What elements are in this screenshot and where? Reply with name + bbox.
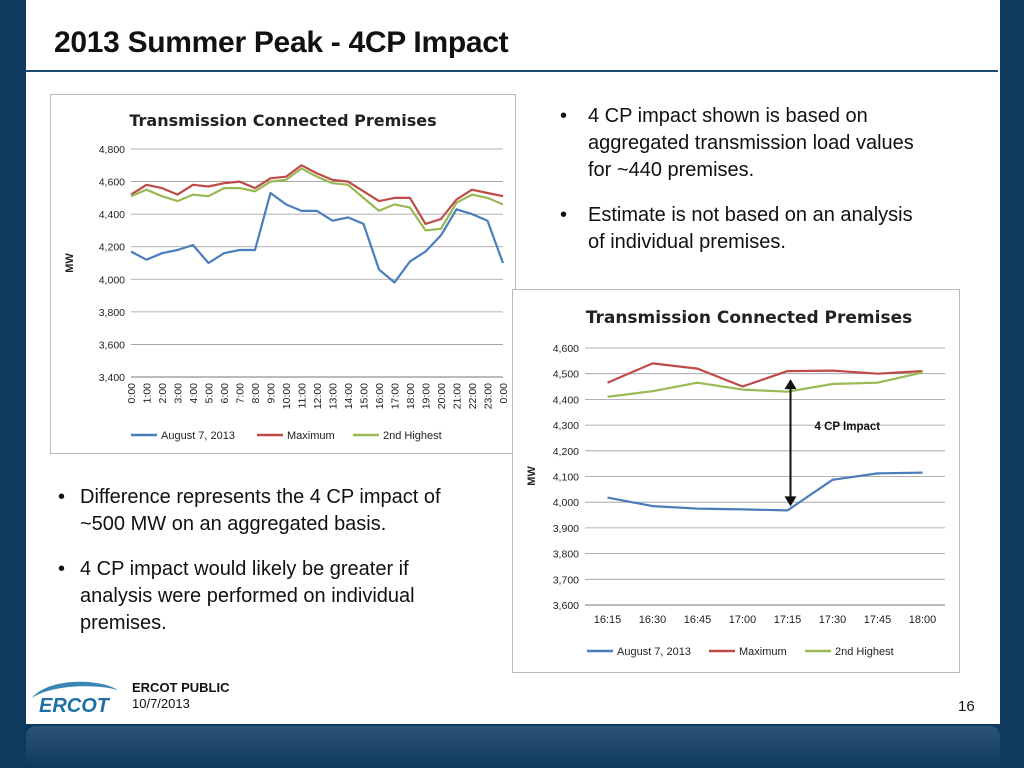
y-tick-label: 4,600 xyxy=(553,343,579,355)
right-bullet-list: • 4 CP impact shown is based on aggregat… xyxy=(560,103,920,274)
arrow-up-icon xyxy=(784,379,797,390)
slide-title: 2013 Summer Peak - 4CP Impact xyxy=(54,26,509,59)
x-tick-label: 1:00 xyxy=(142,383,154,404)
x-tick-label: 17:30 xyxy=(819,614,847,626)
x-tick-label: 17:00 xyxy=(390,383,402,409)
x-tick-label: 16:45 xyxy=(684,614,712,626)
x-tick-label: 18:00 xyxy=(405,383,417,409)
legend-label: August 7, 2013 xyxy=(617,646,691,658)
y-tick-label: 3,900 xyxy=(553,523,579,535)
bullet-text: Estimate is not based on an analysis of … xyxy=(588,204,913,253)
series-line-2 xyxy=(607,362,923,388)
bullet-item: • 4 CP impact shown is based on aggregat… xyxy=(560,103,920,184)
y-tick-label: 4,200 xyxy=(553,446,579,458)
x-tick-label: 12:00 xyxy=(312,383,324,409)
arrow-down-icon xyxy=(784,496,797,507)
bullet-dot-icon: • xyxy=(560,204,568,226)
legend-label: Maximum xyxy=(739,646,787,658)
legend-label: 2nd Highest xyxy=(383,430,442,442)
x-tick-label: 2:00 xyxy=(157,383,169,404)
logo-text: ERCOT xyxy=(39,695,111,716)
chart-peak-window: Transmission Connected Premises 3,600 3,70… xyxy=(512,289,960,673)
bullet-dot-icon: • xyxy=(58,558,66,580)
x-tick-label: 8:00 xyxy=(250,383,262,404)
bullet-text: 4 CP impact shown is based on aggregated… xyxy=(588,105,914,181)
y-axis-label: MW xyxy=(64,253,76,273)
legend-label: Maximum xyxy=(287,430,335,442)
x-tick-label: 16:00 xyxy=(374,383,386,409)
x-tick-label: 13:00 xyxy=(328,383,340,409)
y-tick-label: 4,300 xyxy=(553,420,579,432)
bullet-text: Difference represents the 4 CP impact of… xyxy=(80,486,441,535)
y-tick-label: 4,200 xyxy=(99,242,125,254)
x-tick-label: 16:15 xyxy=(594,614,622,626)
bullet-item: • 4 CP impact would likely be greater if… xyxy=(58,556,478,637)
chart-title: Transmission Connected Premises xyxy=(586,308,913,328)
x-tick-label: 18:00 xyxy=(909,614,937,626)
y-tick-label: 3,800 xyxy=(99,307,125,319)
y-axis-label: MW xyxy=(526,466,538,486)
y-tick-label: 3,700 xyxy=(553,574,579,586)
legend-label: August 7, 2013 xyxy=(161,430,235,442)
x-tick-label: 14:00 xyxy=(343,383,355,409)
x-tick-label: 23:00 xyxy=(483,383,495,409)
footer-label: ERCOT PUBLIC xyxy=(132,680,230,695)
x-tick-label: 21:00 xyxy=(452,383,464,409)
legend-label: 2nd Highest xyxy=(835,646,894,658)
y-tick-label: 3,800 xyxy=(553,549,579,561)
bullet-dot-icon: • xyxy=(58,486,66,508)
x-tick-label: 17:45 xyxy=(864,614,892,626)
y-tick-label: 3,600 xyxy=(99,339,125,351)
bullet-item: • Difference represents the 4 CP impact … xyxy=(58,484,478,538)
ercot-logo: ERCOT xyxy=(32,681,118,716)
x-tick-label: 17:15 xyxy=(774,614,802,626)
x-tick-label: 15:00 xyxy=(359,383,371,409)
series-line-1 xyxy=(130,191,505,284)
footer-date: 10/7/2013 xyxy=(132,696,190,711)
series-line-3 xyxy=(607,371,923,398)
x-tick-label: 17:00 xyxy=(729,614,757,626)
title-divider xyxy=(26,70,998,72)
series-line-1 xyxy=(607,471,923,512)
x-tick-label: 19:00 xyxy=(421,383,433,409)
impact-annotation: 4 CP Impact xyxy=(815,421,881,433)
x-tick-label: 5:00 xyxy=(204,383,216,404)
y-tick-label: 4,400 xyxy=(553,394,579,406)
y-tick-label: 3,600 xyxy=(553,600,579,612)
y-tick-label: 4,500 xyxy=(553,369,579,381)
chart-full-day: Transmission Connected Premises 3,400 3,60… xyxy=(50,94,516,454)
y-tick-label: 3,400 xyxy=(99,372,125,384)
y-tick-label: 4,600 xyxy=(99,177,125,189)
page-number: 16 xyxy=(958,698,975,715)
y-tick-label: 4,000 xyxy=(99,274,125,286)
x-tick-label: 4:00 xyxy=(188,383,200,404)
x-tick-label: 20:00 xyxy=(436,383,448,409)
chart-peak-window-svg: Transmission Connected Premises 3,600 3,70… xyxy=(526,308,945,658)
chart-full-day-svg: Transmission Connected Premises 3,400 3,60… xyxy=(64,111,510,442)
bullet-item: • Estimate is not based on an analysis o… xyxy=(560,202,920,256)
series-line-2 xyxy=(130,164,504,225)
left-bullet-list: • Difference represents the 4 CP impact … xyxy=(58,484,478,655)
series-line-3 xyxy=(130,167,504,232)
x-tick-label: 11:00 xyxy=(297,383,309,409)
y-tick-label: 4,000 xyxy=(553,497,579,509)
x-tick-label: 16:30 xyxy=(639,614,667,626)
x-tick-label: 0:00 xyxy=(126,383,138,404)
x-tick-label: 3:00 xyxy=(173,383,185,404)
bottom-bar xyxy=(26,726,1000,768)
y-tick-label: 4,400 xyxy=(99,209,125,221)
x-tick-label: 7:00 xyxy=(235,383,247,404)
x-tick-label: 10:00 xyxy=(281,383,293,409)
y-tick-label: 4,100 xyxy=(553,472,579,484)
x-tick-label: 6:00 xyxy=(219,383,231,404)
footer-info: ERCOT PUBLIC 10/7/2013 xyxy=(132,680,230,712)
x-tick-label: 0:00 xyxy=(498,383,510,404)
bullet-dot-icon: • xyxy=(560,105,568,127)
chart-title: Transmission Connected Premises xyxy=(129,111,436,130)
bullet-text: 4 CP impact would likely be greater if a… xyxy=(80,558,415,634)
y-tick-label: 4,800 xyxy=(99,144,125,156)
x-tick-label: 22:00 xyxy=(467,383,479,409)
x-tick-label: 9:00 xyxy=(266,383,278,404)
